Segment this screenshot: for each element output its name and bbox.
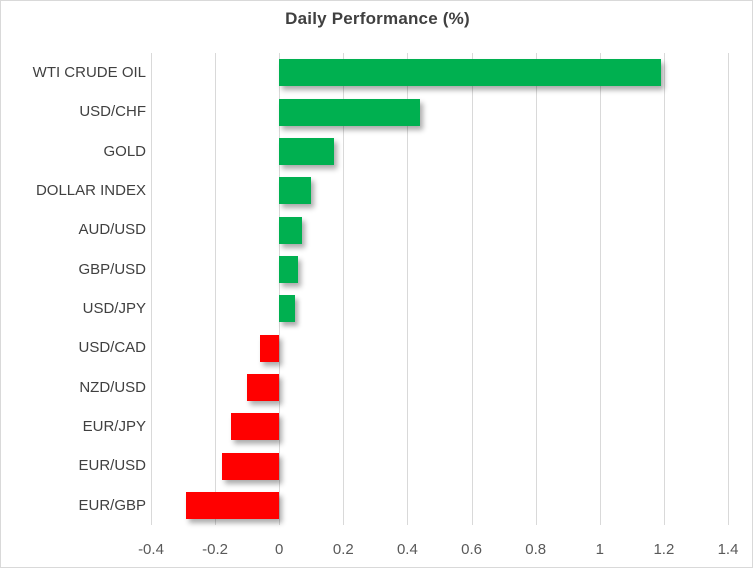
category-label-wti-crude-oil: WTI CRUDE OIL <box>32 64 146 81</box>
bar-eur-jpy <box>231 413 280 441</box>
gridline-1.4 <box>728 53 729 525</box>
category-label-eur-usd: EUR/USD <box>78 457 146 475</box>
bar-eur-usd <box>221 452 280 480</box>
category-label-eur-jpy: EUR/JPY <box>82 418 146 435</box>
bar-nzd-usd <box>247 373 280 401</box>
gridline-1.2 <box>663 53 665 525</box>
category-label-usd-cad: USD/CAD <box>78 339 146 357</box>
bar-aud-usd <box>279 216 302 244</box>
x-tick-label-1.2: 1.2 <box>653 541 675 558</box>
category-label-dollar-index: DOLLAR INDEX <box>35 182 146 199</box>
x-tick-label-1: 1 <box>595 541 604 558</box>
x-tick-label--0.2: -0.2 <box>202 541 229 558</box>
category-label-gbp-usd: GBP/USD <box>78 260 146 278</box>
gridline-0.2 <box>343 53 345 525</box>
bar-gbp-usd <box>279 255 299 283</box>
gridline--0.4 <box>151 53 152 525</box>
bar-usd-cad <box>260 334 280 362</box>
bar-dollar-index <box>279 177 312 205</box>
bar-eur-gbp <box>186 491 280 519</box>
category-label-usd-chf: USD/CHF <box>79 103 146 121</box>
category-label-nzd-usd: NZD/USD <box>79 378 146 396</box>
x-tick-label-0.8: 0.8 <box>525 541 547 558</box>
bar-usd-jpy <box>279 295 296 323</box>
chart-title: Daily Performance (%) <box>285 9 470 28</box>
category-label-eur-gbp: EUR/GBP <box>78 496 146 514</box>
x-tick-label-0.6: 0.6 <box>461 541 483 558</box>
x-tick-label-0.2: 0.2 <box>332 541 354 558</box>
category-label-usd-jpy: USD/JPY <box>82 300 146 317</box>
bar-usd-chf <box>279 98 421 126</box>
category-label-aud-usd: AUD/USD <box>78 221 146 239</box>
gridline-0 <box>279 53 281 525</box>
gridline-0.6 <box>471 53 473 525</box>
gridline-0.4 <box>407 53 409 525</box>
bar-gold <box>279 137 334 165</box>
gridline--0.2 <box>215 53 217 525</box>
x-tick-label-0.4: 0.4 <box>396 541 418 558</box>
x-tick-label-0: 0 <box>275 541 284 558</box>
category-label-gold: GOLD <box>103 142 146 160</box>
x-tick-label--0.4: -0.4 <box>138 541 164 558</box>
bar-wti-crude-oil <box>279 59 661 87</box>
gridline-0.8 <box>535 53 537 525</box>
x-tick-label-1.4: 1.4 <box>717 541 739 558</box>
gridline-1 <box>599 53 601 525</box>
